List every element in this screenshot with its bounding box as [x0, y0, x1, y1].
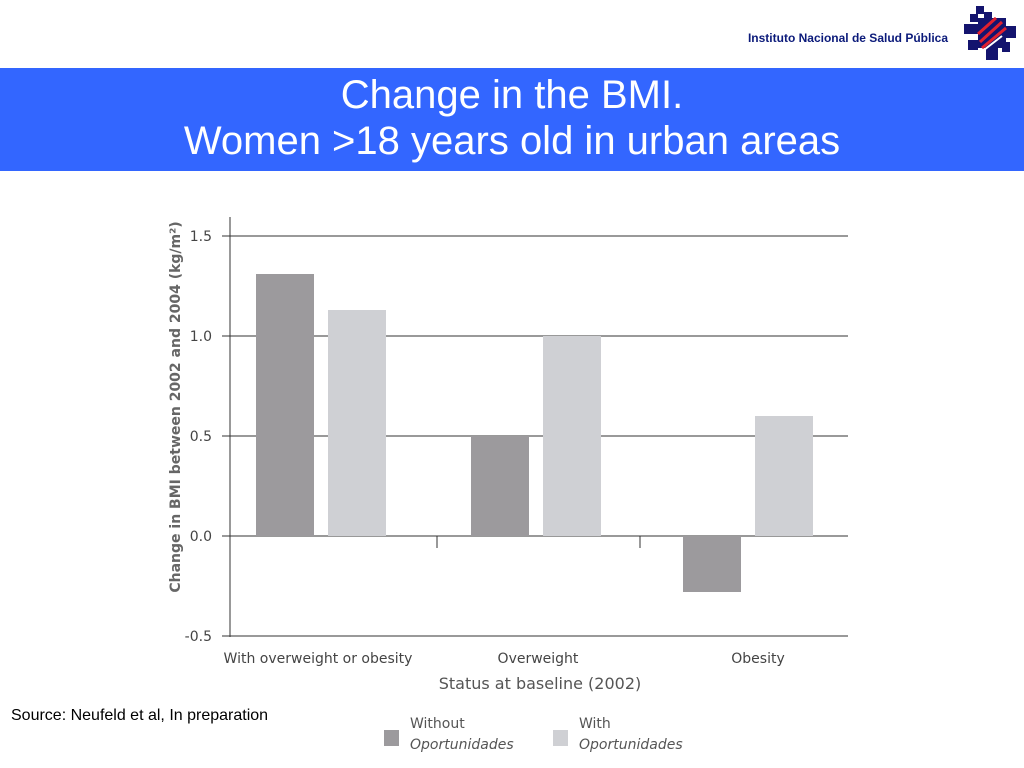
bar-with-3: [755, 416, 813, 536]
title-line-2: Women >18 years old in urban areas: [183, 119, 841, 163]
x-axis-label: Status at baseline (2002): [439, 674, 642, 693]
y-tick-label: 0.0: [190, 529, 212, 545]
x-tick-labels: With overweight or obesity Overweight Obes…: [224, 651, 785, 667]
source-note: Source: Neufeld et al, In preparation: [11, 707, 269, 724]
title-line-1: Change in the BMI.: [340, 73, 684, 117]
legend-label-without-line1: Without: [410, 716, 465, 732]
y-tick-label: 1.5: [190, 229, 212, 245]
institute-name: Instituto Nacional de Salud Pública: [747, 31, 948, 45]
grid-lines: [222, 235, 848, 637]
bars: [256, 274, 813, 592]
cross-logo-icon: [964, 6, 1016, 60]
legend-label-with-line2: Oportunidades: [579, 737, 683, 753]
y-tick-label: 0.5: [190, 429, 212, 445]
legend-swatch-with: [553, 730, 568, 746]
y-tick-label: 1.0: [190, 329, 212, 345]
bar-with-2: [543, 336, 601, 536]
bar-with-1: [328, 310, 386, 536]
y-axis-label: Change in BMI between 2002 and 2004 (kg/…: [168, 221, 184, 592]
legend-label-without-line2: Oportunidades: [410, 737, 514, 753]
legend-label-with-line1: With: [579, 716, 611, 732]
x-tick-label: With overweight or obesity: [224, 651, 413, 667]
legend-swatch-without: [384, 730, 399, 746]
bar-without-3: [683, 536, 741, 592]
y-tick-label: -0.5: [185, 629, 212, 645]
title-band: Change in the BMI. Women >18 years old i…: [0, 68, 1024, 171]
bar-without-1: [256, 274, 314, 536]
x-tick-label: Overweight: [498, 651, 579, 667]
bar-without-2: [471, 436, 529, 536]
y-tick-labels: 1.5 1.0 0.5 0.0 -0.5: [185, 229, 212, 645]
x-tick-label: Obesity: [731, 651, 784, 667]
